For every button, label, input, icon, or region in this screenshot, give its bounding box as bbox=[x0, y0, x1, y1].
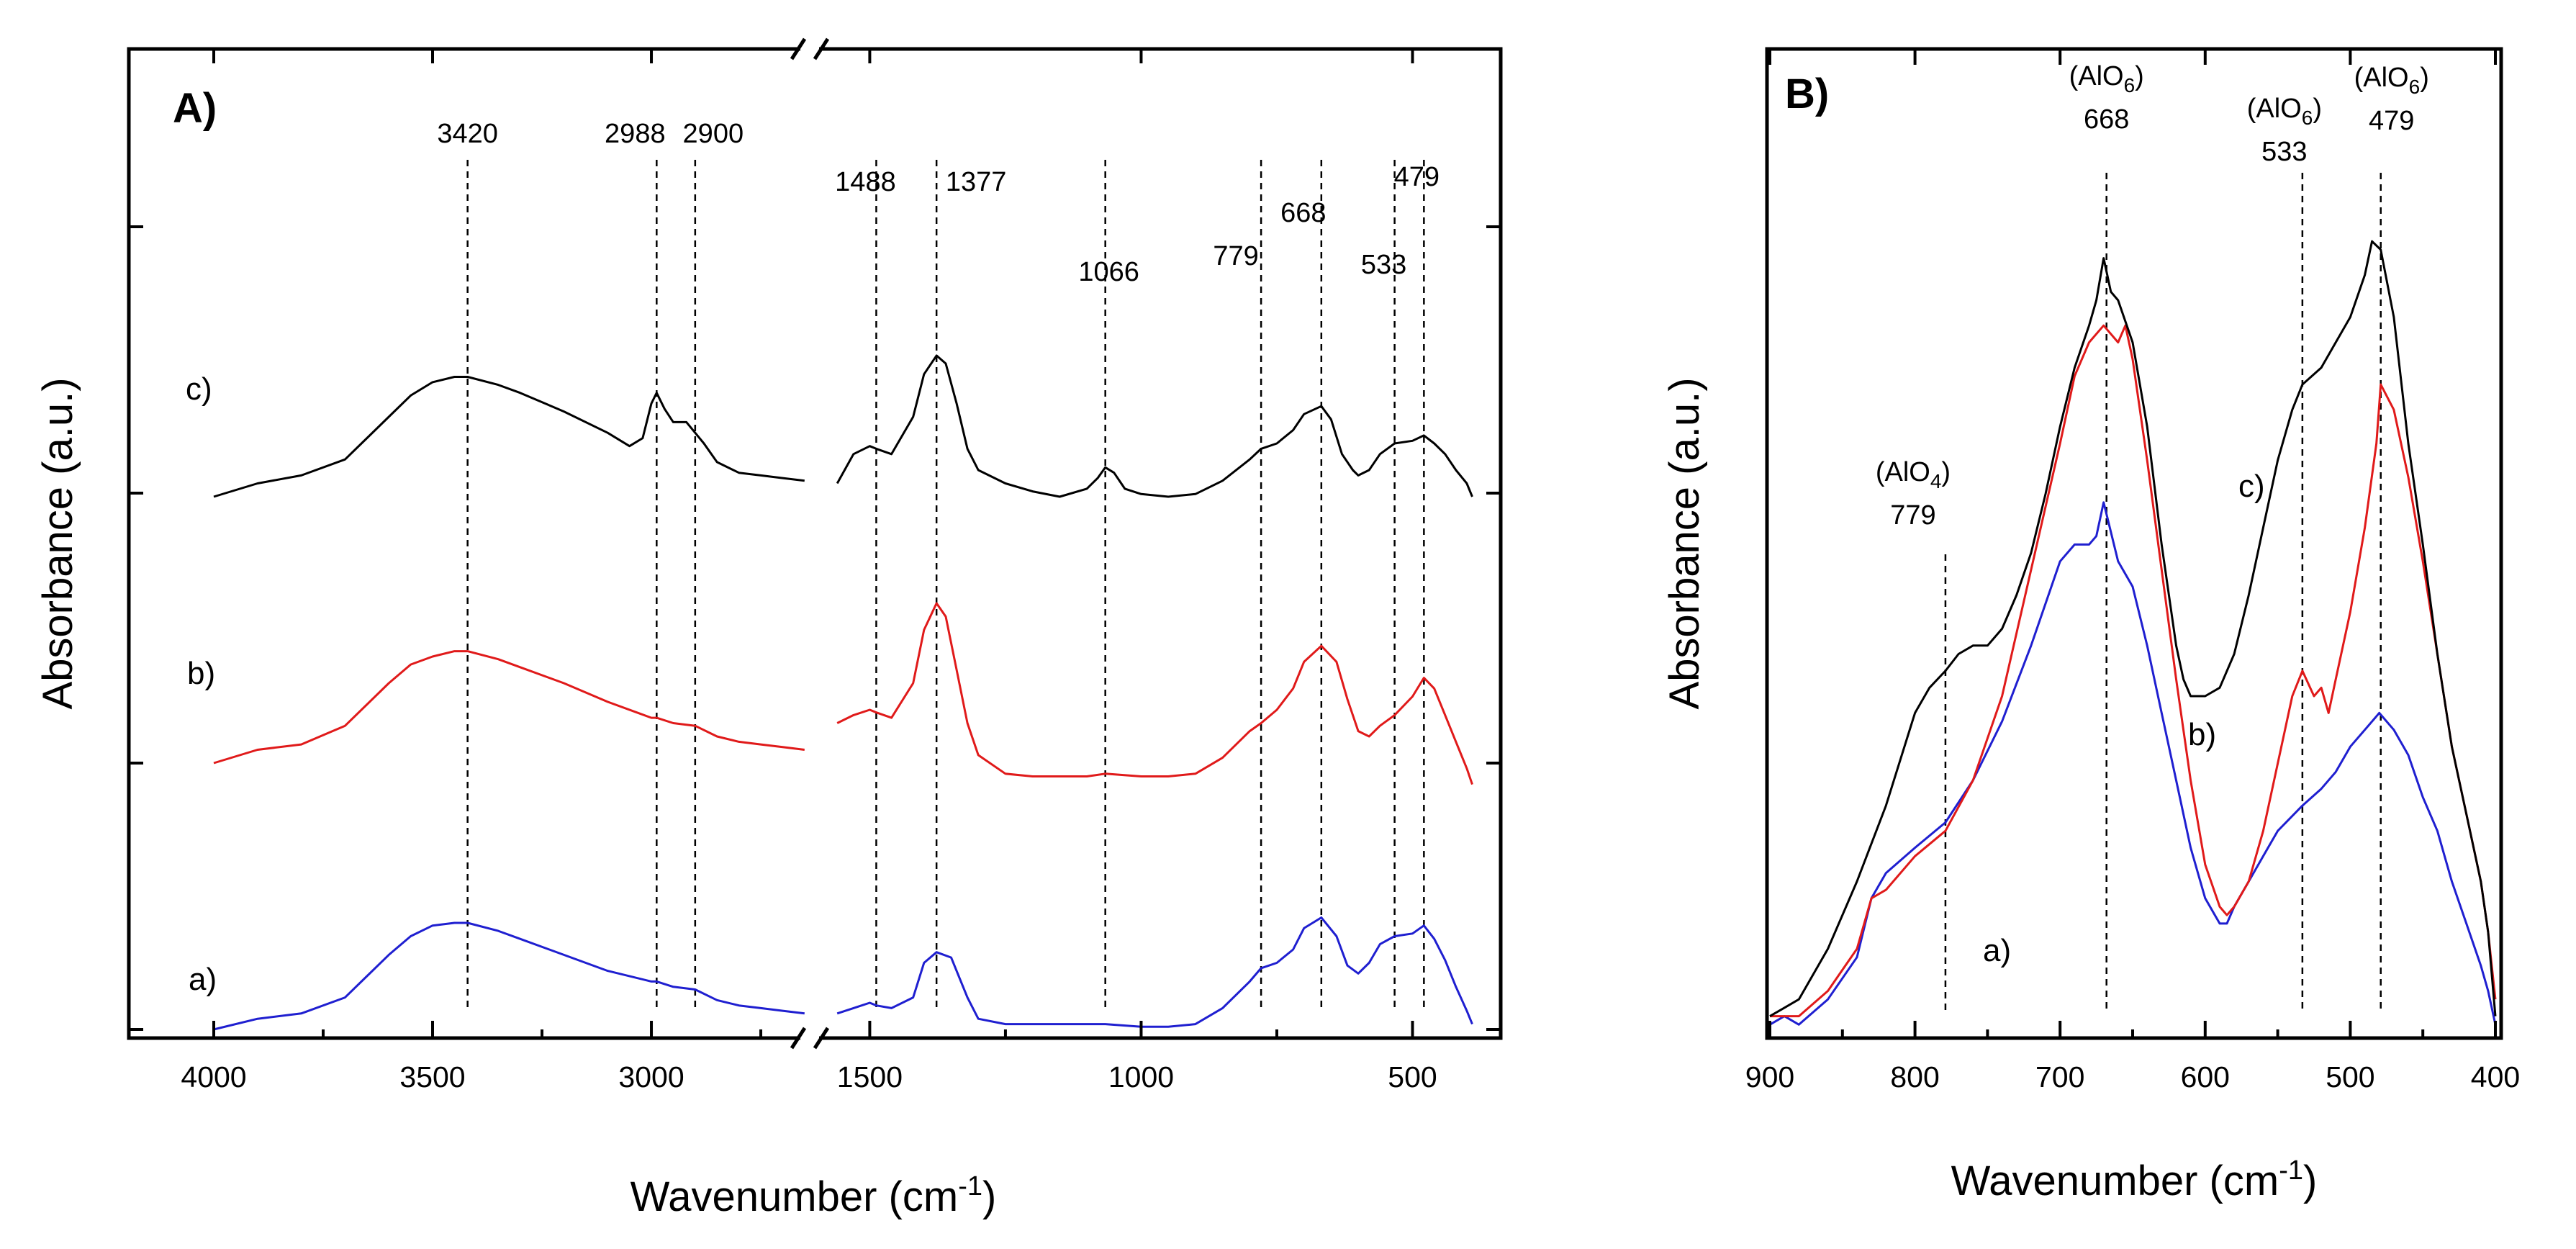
peak-label-533: 533 bbox=[1361, 250, 1406, 280]
panel-a-axis-break bbox=[790, 37, 830, 1050]
panel-a: 4000 3500 3000 1500 1000 500 3420 2988 2900 1488… bbox=[35, 37, 1503, 1220]
peak-label-779: 779 bbox=[1213, 241, 1258, 271]
panel-a-x-tick-labels: 4000 3500 3000 1500 1000 500 bbox=[181, 1060, 1437, 1094]
peak-label-3420: 3420 bbox=[437, 119, 498, 149]
panel-b-x-ticks bbox=[1768, 49, 2497, 1038]
curve-label-c: c) bbox=[186, 371, 212, 407]
peak-label-2988: 2988 bbox=[605, 119, 666, 149]
peak-label-2900: 2900 bbox=[683, 119, 744, 149]
x-tick-label-3000: 3000 bbox=[618, 1060, 684, 1094]
peak-group-close: ) bbox=[1941, 457, 1951, 487]
series-a-trace bbox=[1769, 501, 2497, 1026]
series-b-high-trace bbox=[213, 650, 805, 765]
peak-group-text: (AlO bbox=[2069, 61, 2124, 91]
x-tick-label-1000: 1000 bbox=[1108, 1060, 1174, 1094]
panel-a-x-axis-label: Wavenumber (cm-1) bbox=[631, 1171, 997, 1220]
x-label-close: ) bbox=[2303, 1158, 2317, 1204]
panel-b-title: B) bbox=[1785, 71, 1829, 117]
peak-label-1488: 1488 bbox=[835, 167, 896, 197]
panel-a-x-ticks bbox=[212, 49, 1414, 1038]
peak-group-subscript: 4 bbox=[1930, 470, 1942, 492]
peak-label-479: 479 bbox=[1394, 162, 1440, 192]
curve-label-b: b) bbox=[187, 656, 215, 691]
panel-a-y-ticks bbox=[129, 225, 1501, 1031]
peak-label-668: 668 bbox=[2084, 104, 2129, 135]
peak-group-text: (AlO bbox=[1876, 457, 1930, 487]
peak-group-close: ) bbox=[2420, 63, 2429, 93]
peak-group-text: (AlO bbox=[2247, 94, 2302, 124]
peak-label-668: 668 bbox=[1280, 198, 1326, 228]
x-label-superscript: -1 bbox=[958, 1171, 982, 1201]
panel-b-traces bbox=[1769, 240, 2497, 1026]
series-b-low-trace bbox=[836, 602, 1473, 785]
x-label-text: Wavenumber (cm bbox=[631, 1173, 959, 1220]
peak-label-479: 479 bbox=[2369, 106, 2414, 136]
panel-b-reference-lines bbox=[1944, 173, 2382, 1014]
x-tick-label-4000: 4000 bbox=[181, 1060, 246, 1094]
peak-group-779: (AlO4) bbox=[1876, 457, 1951, 492]
peak-group-subscript: 6 bbox=[2409, 76, 2421, 98]
panel-a-y-axis-label: Absorbance (a.u.) bbox=[35, 377, 81, 709]
x-tick-label-600: 600 bbox=[2181, 1060, 2230, 1094]
x-tick-label-500: 500 bbox=[1388, 1060, 1437, 1094]
x-tick-label-700: 700 bbox=[2035, 1060, 2084, 1094]
panel-b-x-axis-label: Wavenumber (cm-1) bbox=[1951, 1155, 2318, 1204]
peak-group-close: ) bbox=[2313, 94, 2322, 124]
axis-break-mark-top-right bbox=[813, 37, 830, 60]
x-tick-label-1500: 1500 bbox=[837, 1060, 903, 1094]
curve-label-a: a) bbox=[189, 962, 217, 997]
panel-b-x-tick-labels: 900 800 700 600 500 400 bbox=[1745, 1060, 2520, 1094]
peak-group-subscript: 6 bbox=[2302, 107, 2313, 129]
x-label-superscript: -1 bbox=[2279, 1155, 2303, 1186]
peak-label-779: 779 bbox=[1890, 500, 1935, 531]
peak-group-479: (AlO6) bbox=[2354, 63, 2429, 98]
x-tick-label-3500: 3500 bbox=[399, 1060, 465, 1094]
peak-group-subscript: 6 bbox=[2124, 74, 2136, 96]
panel-b-y-axis-label: Absorbance (a.u.) bbox=[1661, 377, 1708, 709]
panel-a-reference-lines bbox=[466, 160, 1425, 1011]
curve-label-c: c) bbox=[2238, 469, 2265, 504]
panel-b: 900 800 700 600 500 400 (AlO4)779(AlO6)668 (Al… bbox=[1661, 47, 2520, 1204]
panel-a-peak-annotations: 3420 2988 2900 1488 1377 1066 779 668 533 479 bbox=[437, 119, 1440, 287]
x-label-close: ) bbox=[982, 1173, 996, 1220]
x-tick-label-800: 800 bbox=[1890, 1060, 1939, 1094]
panel-a-title: A) bbox=[173, 85, 217, 132]
axis-break-mark-top-left bbox=[790, 37, 807, 60]
panel-a-traces bbox=[213, 354, 1473, 1031]
x-tick-label-500: 500 bbox=[2326, 1060, 2374, 1094]
peak-group-text: (AlO bbox=[2354, 63, 2409, 93]
peak-group-668: (AlO6) bbox=[2069, 61, 2144, 96]
curve-label-a: a) bbox=[1983, 933, 2011, 968]
series-c-high-trace bbox=[213, 376, 805, 498]
series-a-high-trace bbox=[213, 921, 805, 1031]
peak-group-533: (AlO6) bbox=[2247, 94, 2322, 129]
x-tick-label-900: 900 bbox=[1745, 1060, 1794, 1094]
peak-label-1377: 1377 bbox=[946, 167, 1007, 197]
peak-label-1066: 1066 bbox=[1078, 257, 1139, 287]
series-c-low-trace bbox=[836, 354, 1473, 498]
curve-label-b: b) bbox=[2188, 717, 2216, 752]
axis-break-mark-bottom-left bbox=[790, 1027, 807, 1050]
series-b-trace bbox=[1770, 324, 2497, 1018]
peak-label-533: 533 bbox=[2261, 137, 2307, 167]
peak-group-close: ) bbox=[2135, 61, 2144, 91]
x-tick-label-400: 400 bbox=[2471, 1060, 2520, 1094]
panel-b-peak-annotations: (AlO4)779(AlO6)668 (AlO6)533(AlO6)479 bbox=[1876, 61, 2429, 531]
axis-break-mark-bottom-right bbox=[813, 1027, 830, 1050]
series-a-low-trace bbox=[836, 916, 1473, 1028]
x-label-text: Wavenumber (cm bbox=[1951, 1158, 2279, 1204]
series-c-trace bbox=[1769, 240, 2497, 1017]
